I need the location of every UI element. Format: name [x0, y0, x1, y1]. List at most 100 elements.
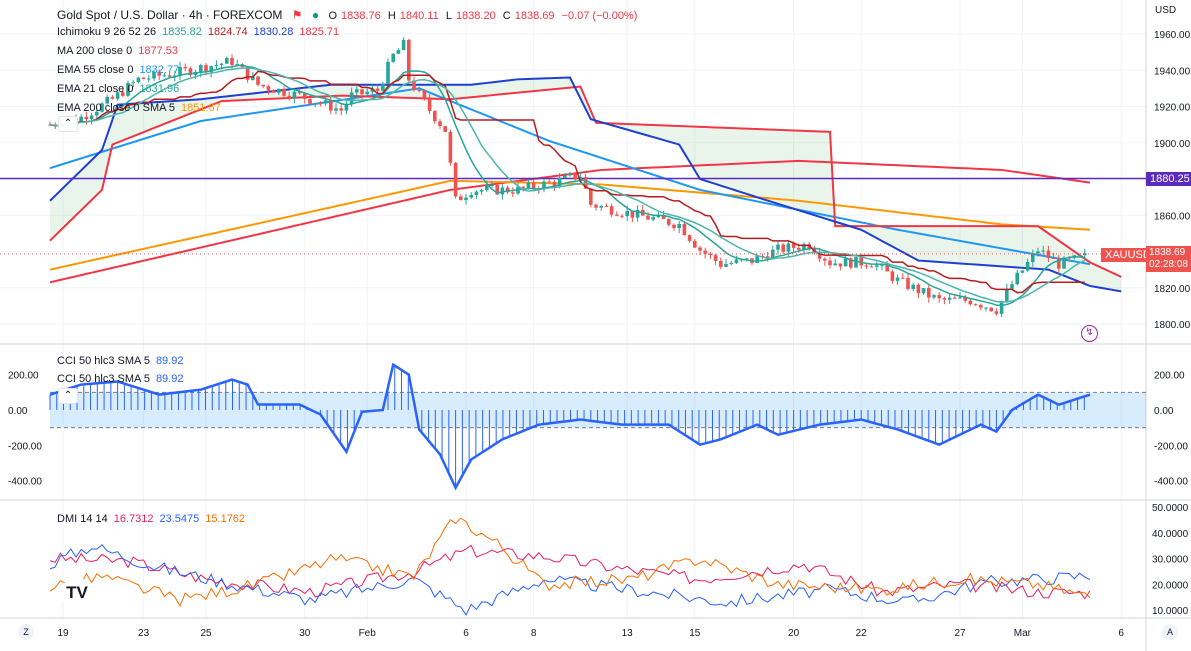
candle-body [989, 307, 993, 312]
dmi-legend: DMI 14 14 16.7312 23.5475 15.1762 [57, 513, 251, 525]
candle-body [495, 185, 499, 195]
candle-body [505, 187, 510, 193]
collapse-legend-button[interactable]: ⌃ [58, 116, 78, 132]
candle-body [968, 300, 973, 305]
candle-body [485, 185, 489, 190]
cci-axis-label-left: -400.00 [8, 477, 42, 488]
candle-body [682, 223, 687, 236]
candle-body [292, 91, 297, 99]
candle-body [661, 214, 666, 219]
candle-body [672, 224, 676, 228]
cci-axis-label-left: 0.00 [8, 406, 28, 417]
candle-body [817, 253, 822, 259]
candle-body [329, 100, 333, 111]
indicator-legend[interactable]: Ichimoku 9 26 52 26 1835.82 1824.74 1830.28… [57, 26, 345, 38]
open-label: O [328, 10, 338, 22]
indicator-legend[interactable]: EMA 21 close 0 1831.96 [57, 83, 185, 95]
lightning-icon[interactable]: ↯ [1081, 325, 1098, 342]
auto-scale-button[interactable]: A [1162, 624, 1178, 640]
candle-body [355, 89, 359, 93]
candle-body [256, 76, 260, 85]
indicator-legend[interactable]: MA 200 close 0 1877.53 [57, 45, 184, 57]
candle-body [412, 80, 416, 90]
candle-body [339, 108, 343, 111]
series-ema-200 [49, 179, 1091, 271]
candle-body [698, 247, 702, 251]
candle-body [396, 50, 401, 54]
candle-body [469, 194, 473, 198]
candle-body [110, 96, 115, 99]
change-value: −0.07 (−0.00%) [561, 10, 638, 22]
indicator-name: EMA 200 close 0 SMA 5 [57, 102, 176, 114]
candle-body [942, 298, 947, 300]
candle-body [422, 90, 427, 99]
candle-body [890, 271, 895, 281]
candle-body [308, 98, 312, 104]
price-axis-label: 1860.00 [1154, 211, 1191, 222]
collapse-cci-legend-button[interactable]: ⌃ [58, 388, 78, 404]
zoom-reset-button[interactable]: Z [18, 624, 34, 640]
candle-body [427, 98, 432, 112]
candle-body [1036, 251, 1040, 254]
candle-body [183, 66, 187, 69]
cci-line [49, 362, 1091, 491]
candle-body [859, 256, 863, 266]
symbol-legend: Gold Spot / U.S. Dollar · 4h · FOREXCOM … [57, 8, 647, 22]
candle-body [620, 215, 624, 217]
cci-legend-2: CCI 50 hlc3 SMA 5 89.92 [57, 373, 189, 385]
flag-icon[interactable]: ⚑ [291, 8, 303, 22]
candle-body [225, 57, 229, 64]
time-axis-label: 23 [138, 628, 150, 639]
close-label: C [502, 10, 511, 22]
symbol-title[interactable]: Gold Spot / U.S. Dollar · 4h · FOREXCOM [57, 8, 283, 22]
candle-body [266, 86, 271, 91]
indicator-value: 1832.77 [139, 64, 180, 76]
indicator-legend[interactable]: EMA 200 close 0 SMA 5 1851.67 [57, 102, 227, 114]
candle-body [802, 244, 806, 250]
candle-body [687, 235, 692, 241]
candle-body [115, 92, 120, 99]
candle-body [625, 210, 629, 217]
dmi-axis-label: 10.0000 [1152, 606, 1189, 617]
candle-body [443, 126, 447, 132]
candle-body [235, 64, 239, 66]
candle-body [563, 175, 567, 179]
candle-body [1041, 250, 1045, 252]
candle-body [344, 103, 349, 111]
indicator-value: 1824.74 [207, 26, 248, 38]
indicator-name: MA 200 close 0 [57, 45, 133, 57]
indicator-value: 1825.71 [299, 26, 340, 38]
candle-body [188, 68, 193, 76]
ema-21-line [49, 67, 1086, 304]
candle-body [979, 305, 983, 308]
candle-body [360, 89, 364, 95]
candle-body [323, 100, 328, 104]
candle-body [963, 297, 967, 301]
candle-body [318, 103, 323, 105]
tenkan-line [49, 64, 1085, 307]
dmi-axis-label: 50.0000 [1152, 503, 1189, 514]
candle-body [552, 181, 557, 186]
tradingview-logo[interactable]: TV [60, 578, 94, 608]
candle-body [667, 218, 671, 225]
currency-label[interactable]: USD [1155, 5, 1177, 16]
indicator-legend[interactable]: EMA 55 close 0 1832.77 [57, 64, 185, 76]
indicator-value: 1830.28 [253, 26, 294, 38]
candle-body [490, 185, 494, 187]
dmi-value: 16.7312 [113, 513, 154, 525]
candle-body [547, 181, 551, 183]
series-ema-55 [49, 87, 1091, 266]
candle-body [214, 64, 219, 67]
candle-body [79, 116, 83, 122]
cci-axis-label-right: 0.00 [1154, 406, 1174, 417]
time-axis-label: 6 [463, 628, 469, 639]
candle-body [594, 204, 598, 208]
ohlc-values: O 1838.76 H 1840.11 L 1838.20 C 1838.69 −0.0… [328, 10, 641, 22]
dmi-axis-label: 30.0000 [1152, 555, 1189, 566]
candle-body [932, 295, 936, 298]
candle-body [927, 288, 931, 298]
time-axis-label: 13 [622, 628, 634, 639]
cci-axis-label-right: -200.00 [1154, 441, 1188, 452]
candle-body [703, 250, 707, 254]
